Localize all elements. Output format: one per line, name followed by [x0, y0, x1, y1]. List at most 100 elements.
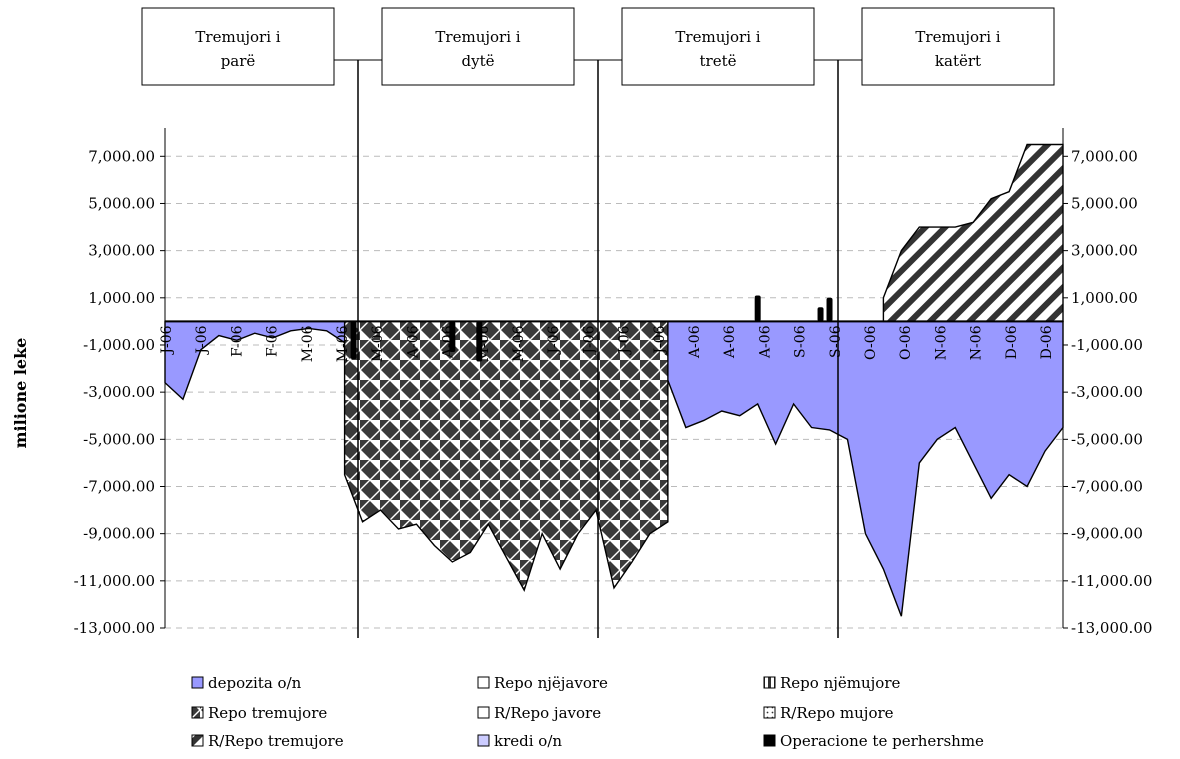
y-tick-label-right: 7,000.00 — [1071, 147, 1138, 165]
x-tick-label: J-06 — [617, 325, 633, 355]
y-tick-label-left: 5,000.00 — [88, 194, 155, 212]
series-areas — [164, 143, 1064, 617]
legend-swatch — [477, 706, 490, 719]
permanent-operation-bar-3 — [754, 295, 761, 322]
permanent-operation-bar-2 — [476, 321, 483, 362]
quarter-box-2: Tremujori i dytë — [381, 7, 575, 86]
y-tick-label-left: -5,000.00 — [83, 430, 155, 448]
legend-label: kredi o/n — [494, 732, 562, 750]
quarter-box-line1: Tremujori i — [195, 28, 280, 46]
legend-swatch — [763, 706, 776, 719]
x-tick-label: D-06 — [1004, 325, 1020, 359]
legend-swatch — [191, 676, 204, 689]
legend-label: R/Repo tremujore — [208, 732, 344, 750]
y-tick-label-left: 7,000.00 — [88, 147, 155, 165]
x-tick-label: N-06 — [969, 325, 985, 360]
area-series-1 — [343, 320, 669, 593]
y-tick-label-right: -3,000.00 — [1071, 383, 1143, 401]
x-tick-label: F-06 — [229, 325, 245, 357]
quarter-box-1: Tremujori i parë — [141, 7, 335, 86]
y-tick-label-right: -7,000.00 — [1071, 477, 1143, 495]
legend-item: Repo njëjavore — [477, 674, 608, 692]
quarter-box-frame — [141, 7, 335, 86]
x-tick-label: J-06 — [194, 325, 210, 355]
x-tick-label: D-06 — [1039, 325, 1055, 359]
legend-item: Operacione te perhershme — [763, 732, 984, 750]
x-tick-label: A-06 — [405, 325, 421, 359]
y-axis-left: 7,000.00 5,000.00 3,000.00 1,000.00 -1,000.0… — [74, 147, 165, 637]
quarter-box-frame — [381, 7, 575, 86]
quarter-box-line2: parë — [221, 52, 256, 70]
legend-label: depozita o/n — [208, 674, 302, 692]
y-tick-label-right: -9,000.00 — [1071, 525, 1143, 543]
quarter-box-frame — [861, 7, 1055, 86]
legend-label: Repo tremujore — [208, 704, 327, 722]
x-tick-label: J-06 — [546, 325, 562, 355]
x-tick-label: M-06 — [300, 325, 316, 362]
x-tick-label: S-06 — [793, 325, 809, 358]
quarter-box-4: Tremujori i katërt — [861, 7, 1055, 86]
quarter-box-frame — [621, 7, 815, 86]
legend-item: Repo njëmujore — [763, 674, 900, 692]
x-tick-label: M-06 — [511, 325, 527, 362]
legend-label: Operacione te perhershme — [780, 732, 984, 750]
y-tick-label-right: -11,000.00 — [1071, 572, 1152, 590]
quarter-box-line2: tretë — [700, 52, 737, 70]
legend-swatch — [477, 676, 490, 689]
y-tick-label-left: -13,000.00 — [74, 619, 155, 637]
y-tick-label-left: -11,000.00 — [74, 572, 155, 590]
x-tick-label: N-06 — [933, 325, 949, 360]
quarter-box-line2: dytë — [462, 52, 495, 70]
y-tick-label-left: -1,000.00 — [83, 336, 155, 354]
x-tick-label: J-06 — [159, 325, 175, 355]
legend-item: Repo tremujore — [191, 704, 327, 722]
x-tick-label: S-06 — [828, 325, 844, 358]
y-tick-label-left: -9,000.00 — [83, 525, 155, 543]
x-tick-label: M-06 — [335, 325, 351, 362]
quarter-box-line2: katërt — [935, 52, 981, 70]
y-axis-label: milione leke — [11, 338, 30, 449]
legend-item: R/Repo tremujore — [191, 732, 344, 750]
y-axis-right: 7,000.00 5,000.00 3,000.00 1,000.00 -1,000.0… — [1063, 147, 1152, 637]
legend-item: kredi o/n — [477, 732, 562, 750]
quarter-box-3: Tremujori i tretë — [621, 7, 815, 86]
legend-label: Repo njëjavore — [494, 674, 608, 692]
y-tick-label-right: 3,000.00 — [1071, 242, 1138, 260]
y-tick-label-left: 3,000.00 — [88, 242, 155, 260]
legend-label: R/Repo javore — [494, 704, 601, 722]
legend-swatch — [191, 734, 204, 747]
x-tick-label: M-06 — [370, 325, 386, 362]
legend-item: R/Repo javore — [477, 704, 601, 722]
permanent-operation-bar-0 — [350, 321, 357, 360]
y-tick-label-left: 1,000.00 — [88, 289, 155, 307]
permanent-operation-bar-5 — [826, 297, 833, 322]
y-tick-label-left: -7,000.00 — [83, 477, 155, 495]
x-tick-label: A-06 — [722, 325, 738, 359]
x-tick-label: A-06 — [757, 325, 773, 359]
quarter-box-line1: Tremujori i — [915, 28, 1000, 46]
permanent-operation-bar-4 — [817, 307, 824, 322]
y-tick-label-right: 1,000.00 — [1071, 289, 1138, 307]
y-tick-label-right: 5,000.00 — [1071, 194, 1138, 212]
x-tick-label: O-06 — [898, 325, 914, 360]
area-series-2 — [882, 143, 1064, 323]
legend-label: Repo njëmujore — [780, 674, 900, 692]
quarter-box-line1: Tremujori i — [675, 28, 760, 46]
plot-frame — [164, 128, 1064, 628]
x-tick-label: A-06 — [441, 325, 457, 359]
legend-swatch — [763, 734, 776, 747]
legend-swatch — [191, 706, 204, 719]
legend-swatch — [477, 734, 490, 747]
x-tick-label: M-06 — [476, 325, 492, 362]
y-tick-label-right: -1,000.00 — [1071, 336, 1143, 354]
x-tick-label: J-06 — [652, 325, 668, 355]
x-axis-labels: J-06 J-06 F-06 F-06 M-06 M-06 M-06 A-06 A-06 M-06… — [159, 325, 1055, 362]
y-tick-label-left: -3,000.00 — [83, 383, 155, 401]
y-tick-label-right: -5,000.00 — [1071, 430, 1143, 448]
x-tick-label: O-06 — [863, 325, 879, 360]
legend-item: R/Repo mujore — [763, 704, 894, 722]
y-tick-label-right: -13,000.00 — [1071, 619, 1152, 637]
legend-label: R/Repo mujore — [780, 704, 894, 722]
